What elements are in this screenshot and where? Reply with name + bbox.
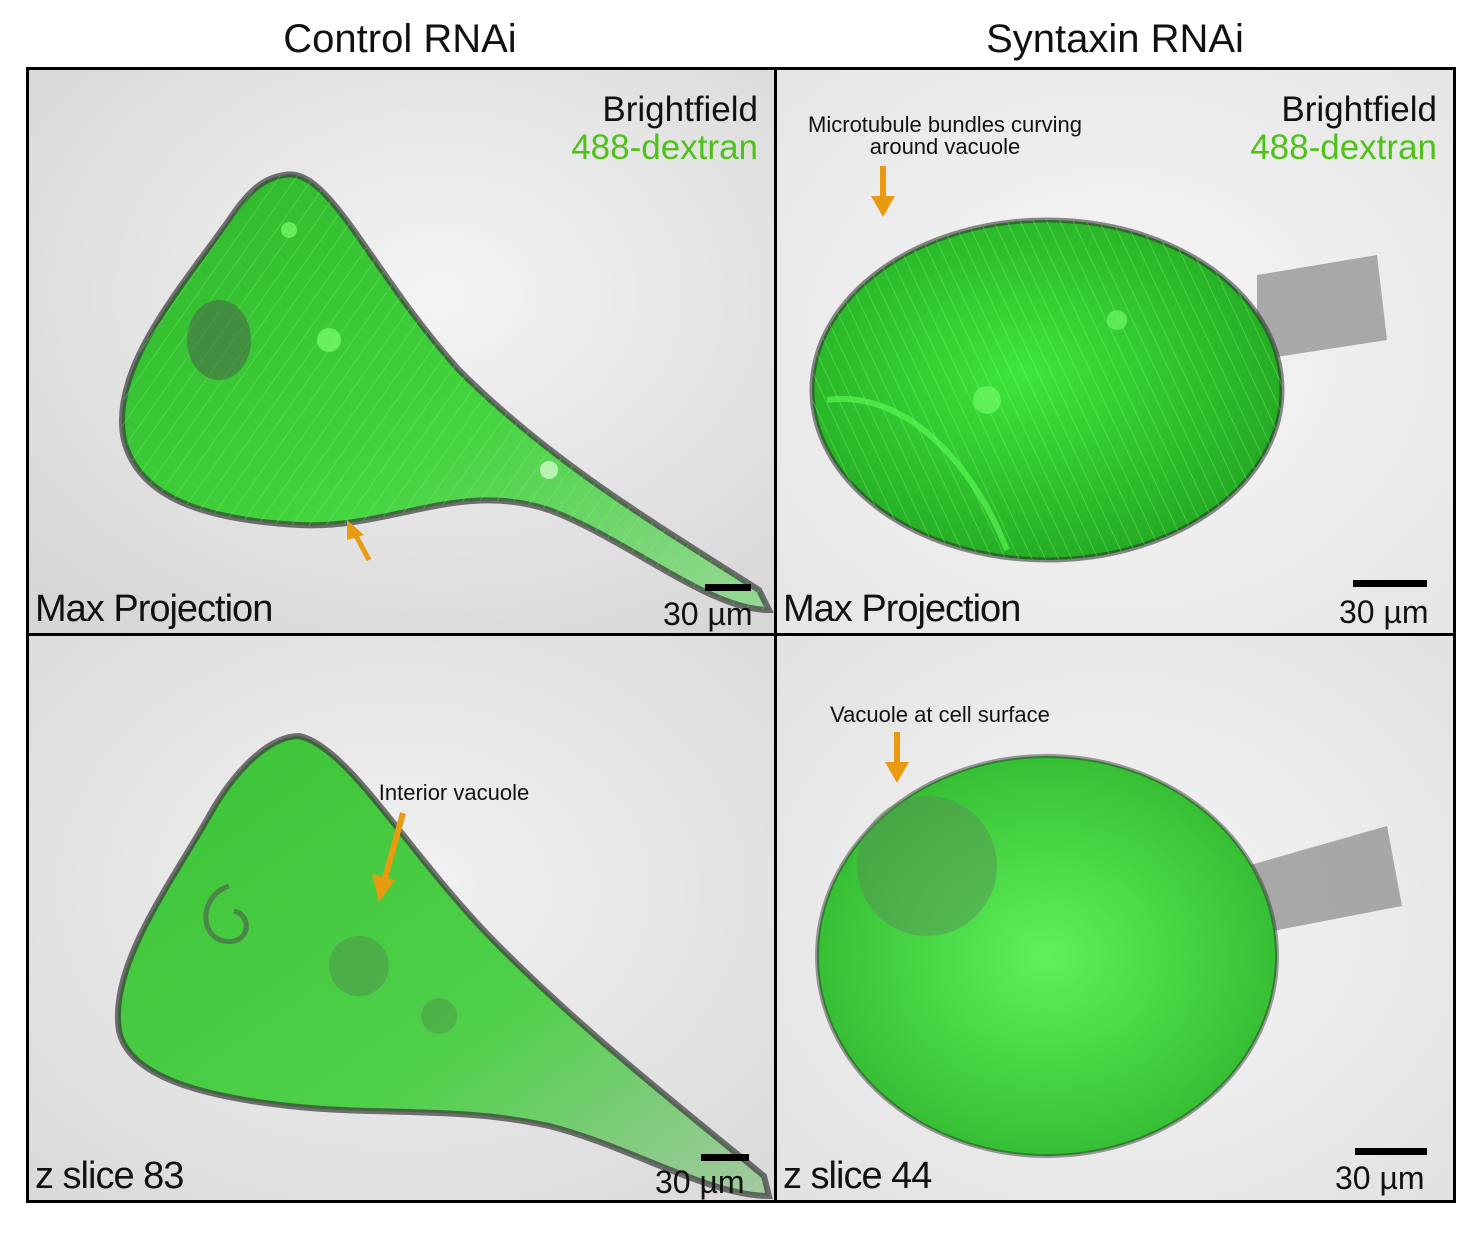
channel-label-brightfield: Brightfield	[1281, 90, 1437, 129]
annotation-interior-vacuole: Interior vacuole	[378, 780, 530, 805]
panel-syntaxin-z-slice: Vacuole at cell surface z slice 44 30 µm	[774, 633, 1456, 1203]
column-title-syntaxin: Syntaxin RNAi	[986, 17, 1244, 61]
panel-control-max-projection: Brightfield 488-dextran Max Projection 3…	[26, 67, 777, 636]
arrow-head-icon	[871, 196, 895, 217]
scale-label: 30 µm	[655, 1164, 745, 1200]
panel-control-z-slice: Interior vacuole z slice 83 30 µm	[26, 633, 777, 1203]
annotation-microtubule: Microtubule bundles curving around vacuo…	[808, 112, 1082, 159]
channel-label-dextran: 488-dextran	[571, 128, 758, 167]
control-cell-image	[29, 70, 774, 633]
syntaxin-cell-image	[777, 70, 1453, 633]
arrow-icon	[382, 812, 406, 879]
column-title-control: Control RNAi	[283, 17, 517, 61]
arrow-head-icon	[347, 520, 364, 540]
scale-bar	[701, 1154, 749, 1161]
arrow-head-icon	[372, 874, 395, 902]
scale-bar	[1355, 1148, 1427, 1155]
scale-label: 30 µm	[1335, 1160, 1425, 1196]
syntaxin-cell-slice-image	[777, 636, 1453, 1200]
channel-label-brightfield: Brightfield	[602, 90, 758, 129]
channel-label-dextran: 488-dextran	[1250, 128, 1437, 167]
projection-label: z slice 83	[35, 1155, 184, 1197]
scale-label: 30 µm	[663, 596, 753, 632]
projection-label: Max Projection	[783, 588, 1021, 630]
projection-label: z slice 44	[783, 1155, 932, 1197]
scale-label: 30 µm	[1339, 594, 1429, 630]
annotation-vacuole-surface: Vacuole at cell surface	[830, 702, 1050, 727]
projection-label: Max Projection	[35, 588, 273, 630]
scale-bar	[705, 584, 751, 591]
arrow-head-icon	[885, 762, 909, 783]
panel-syntaxin-max-projection: Microtubule bundles curving around vacuo…	[774, 67, 1456, 636]
control-cell-slice-image	[29, 636, 774, 1200]
scale-bar	[1353, 580, 1427, 587]
